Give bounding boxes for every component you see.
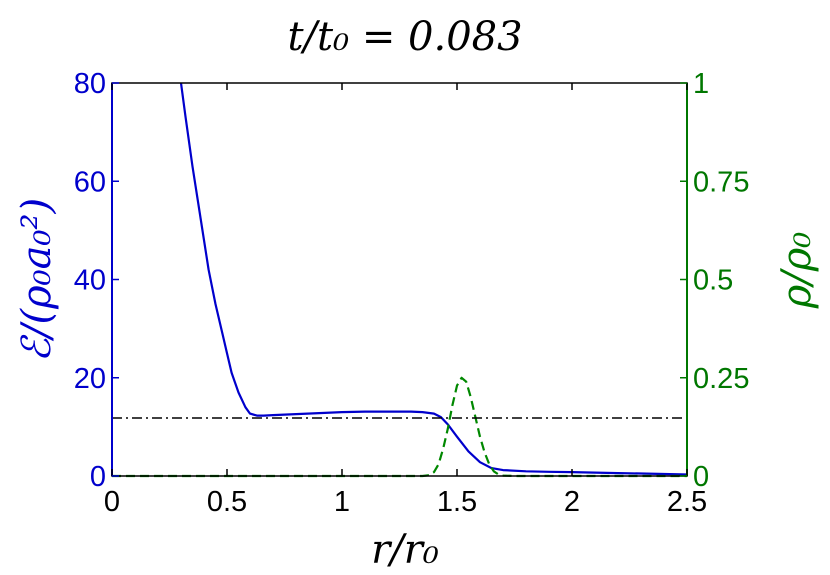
density-line xyxy=(112,376,687,478)
y-left-tick-label: 0 xyxy=(90,461,106,493)
x-ticks: 0 0.5 1 1.5 2 2.5 xyxy=(104,83,707,518)
y-right-tick-label: 0 xyxy=(693,461,709,493)
y-right-ticks: 0 0.25 0.5 0.75 1 xyxy=(680,68,749,493)
x-tick-label: 0 xyxy=(104,486,120,518)
x-axis-label: r/r₀ xyxy=(371,527,439,573)
x-tick-label: 0.5 xyxy=(207,486,247,518)
y-left-axis-label: ℰ/(ρ₀a₀²) xyxy=(14,198,60,362)
y-right-tick-label: 0.5 xyxy=(693,265,733,297)
energy-line xyxy=(179,82,688,476)
y-left-tick-label: 20 xyxy=(74,363,106,395)
x-tick-label: 2.5 xyxy=(667,486,707,518)
chart-title: t/t₀ = 0.083 xyxy=(287,14,522,60)
x-tick-label: 1.5 xyxy=(437,486,477,518)
y-right-tick-label: 0.25 xyxy=(693,363,749,395)
x-tick-label: 2 xyxy=(564,486,580,518)
y-left-tick-label: 40 xyxy=(74,265,106,297)
y-right-axis-label: ρ/ρ₀ xyxy=(774,232,820,310)
y-left-tick-label: 60 xyxy=(74,166,106,198)
plot-frame xyxy=(111,82,688,477)
y-right-tick-label: 0.75 xyxy=(693,166,749,198)
plot-lines xyxy=(112,82,688,478)
y-left-tick-label: 80 xyxy=(74,68,106,100)
y-left-ticks: 0 20 40 60 80 xyxy=(74,68,119,493)
x-tick-label: 1 xyxy=(334,486,350,518)
y-right-tick-label: 1 xyxy=(693,68,709,100)
